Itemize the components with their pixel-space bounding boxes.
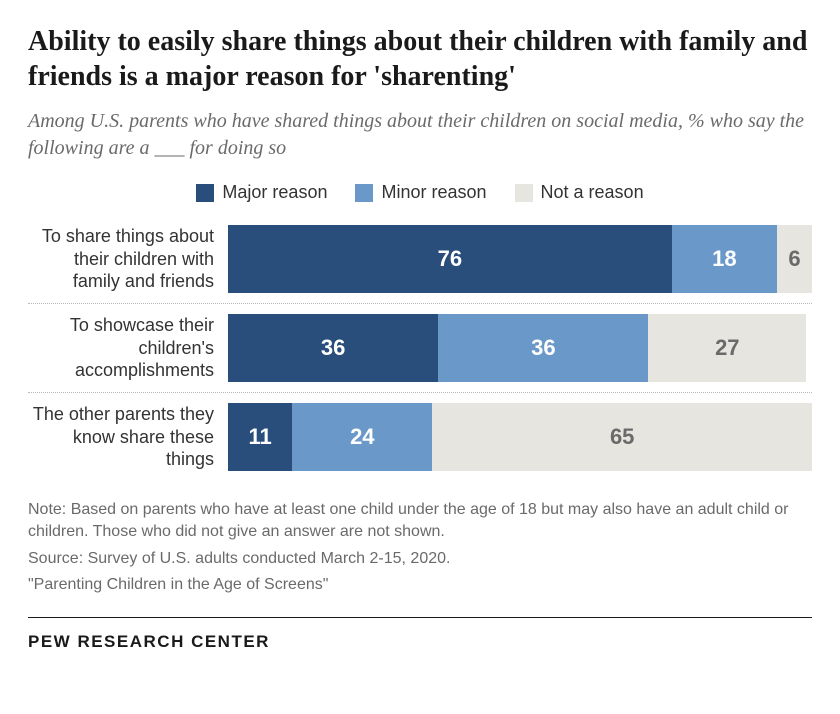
chart-subtitle: Among U.S. parents who have shared thing…	[28, 108, 812, 162]
row-bar: 36 36 27	[228, 314, 812, 382]
segment-value: 6	[788, 246, 800, 272]
chart-row: To share things about their children wit…	[28, 215, 812, 304]
segment-value: 24	[350, 424, 374, 450]
row-label: To showcase their children's accomplishm…	[28, 314, 228, 382]
bar-segment-major: 76	[228, 225, 672, 293]
bar-segment-major: 11	[228, 403, 292, 471]
stacked-bar-chart: To share things about their children wit…	[28, 215, 812, 481]
chart-row: To showcase their children's accomplishm…	[28, 304, 812, 393]
segment-value: 36	[531, 335, 555, 361]
bar-segment-not: 27	[648, 314, 806, 382]
row-bar: 11 24 65	[228, 403, 812, 471]
row-bar: 76 18 6	[228, 225, 812, 293]
legend-label: Major reason	[222, 182, 327, 203]
bar-segment-not: 6	[777, 225, 812, 293]
segment-value: 65	[610, 424, 634, 450]
footer-divider	[28, 617, 812, 618]
bar-segment-major: 36	[228, 314, 438, 382]
bar-segment-minor: 18	[672, 225, 777, 293]
source-text: Source: Survey of U.S. adults conducted …	[28, 548, 812, 570]
segment-value: 76	[438, 246, 462, 272]
row-label: To share things about their children wit…	[28, 225, 228, 293]
row-label: The other parents they know share these …	[28, 403, 228, 471]
legend-item-major: Major reason	[196, 182, 327, 203]
segment-value: 27	[715, 335, 739, 361]
page-title: Ability to easily share things about the…	[28, 24, 812, 94]
legend-label: Not a reason	[541, 182, 644, 203]
note-text: Note: Based on parents who have at least…	[28, 499, 812, 544]
legend-swatch	[515, 184, 533, 202]
legend-swatch	[355, 184, 373, 202]
bar-segment-minor: 36	[438, 314, 648, 382]
legend-swatch	[196, 184, 214, 202]
bar-segment-not: 65	[432, 403, 812, 471]
segment-value: 36	[321, 335, 345, 361]
segment-value: 11	[248, 424, 271, 450]
legend-item-not: Not a reason	[515, 182, 644, 203]
legend-label: Minor reason	[381, 182, 486, 203]
report-text: "Parenting Children in the Age of Screen…	[28, 574, 812, 596]
bar-segment-minor: 24	[292, 403, 432, 471]
legend-item-minor: Minor reason	[355, 182, 486, 203]
legend: Major reason Minor reason Not a reason	[28, 182, 812, 203]
chart-row: The other parents they know share these …	[28, 393, 812, 481]
pew-logo: PEW RESEARCH CENTER	[28, 632, 812, 652]
segment-value: 18	[712, 246, 736, 272]
